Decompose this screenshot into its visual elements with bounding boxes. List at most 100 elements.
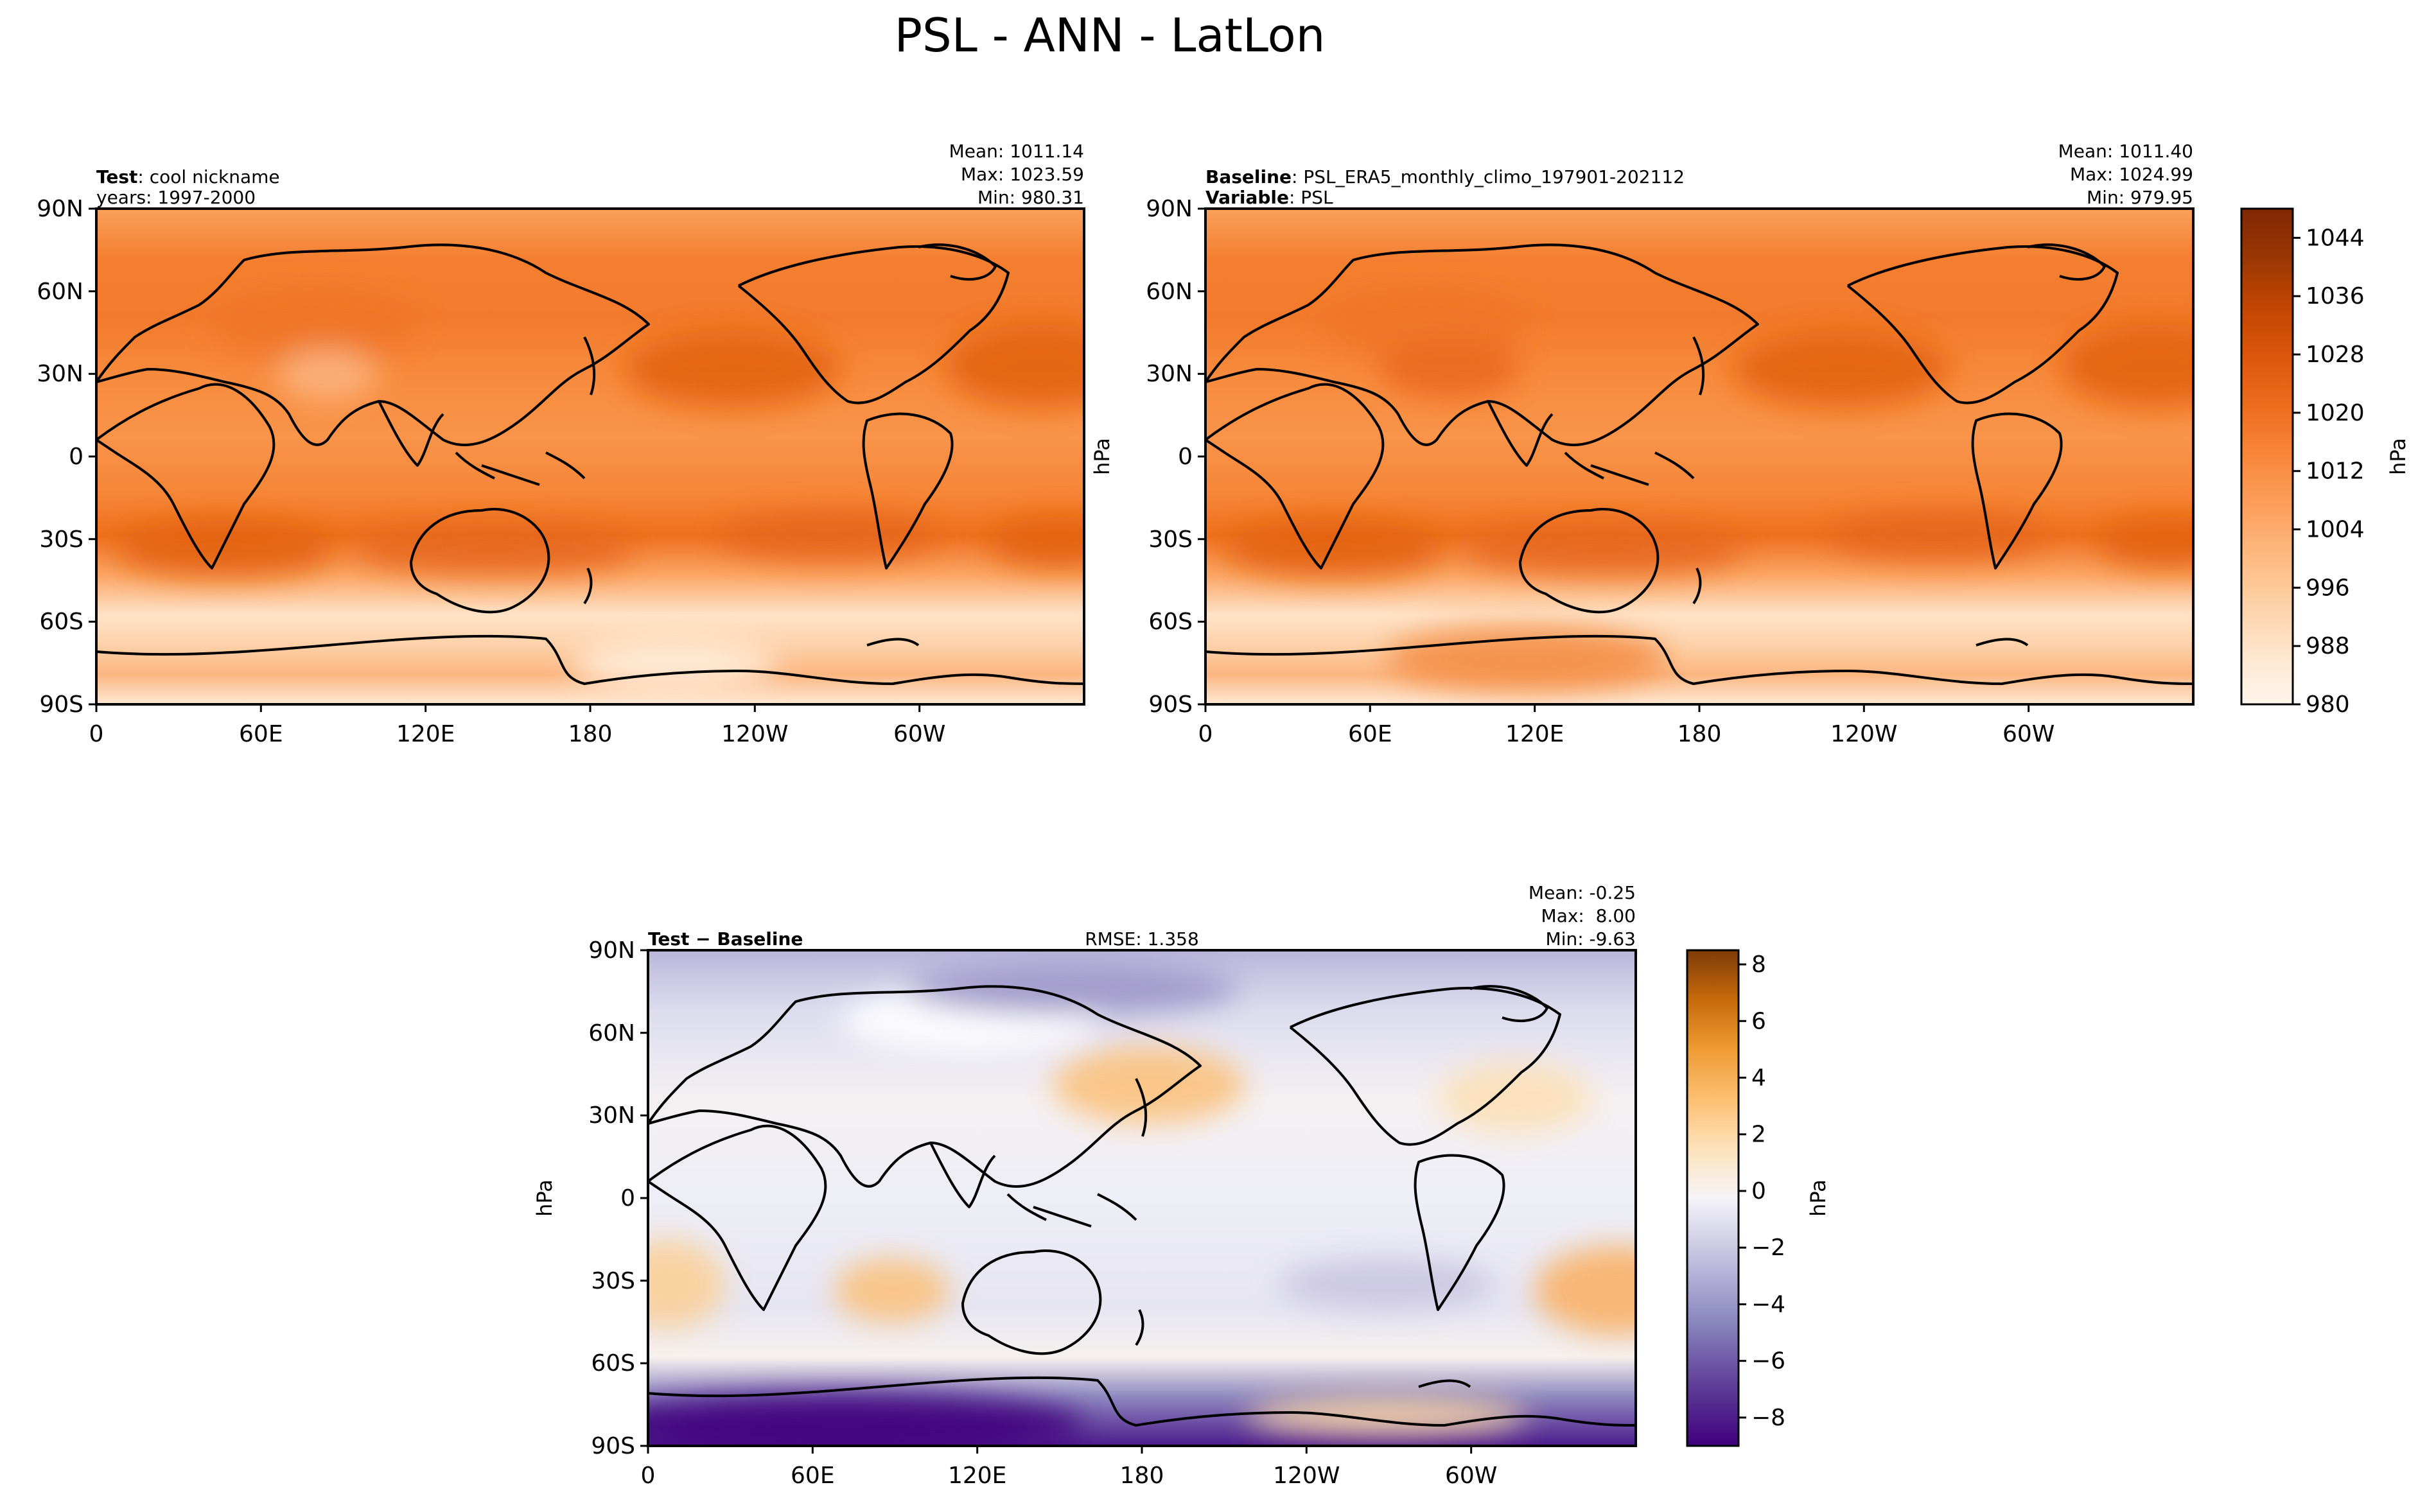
xtick-label: 120E (948, 1463, 1006, 1489)
xtick-label: 120W (721, 721, 788, 747)
xtick-label: 60W (893, 721, 945, 747)
colorbar-tick-label: 1028 (2306, 342, 2365, 368)
variable-label-text: : PSL (1289, 187, 1333, 208)
ytick-label: 90S (1148, 691, 1193, 718)
ytick-label: 60S (1148, 609, 1193, 635)
colorbar-tick-label: −6 (1751, 1348, 1785, 1375)
stat-max: Max: 1023.59 (961, 164, 1084, 185)
stat-mean: Mean: 1011.14 (949, 141, 1084, 162)
xtick-label: 0 (641, 1463, 656, 1489)
stat-min: Min: -9.63 (1546, 928, 1636, 950)
colorbar-psl-ramp (2240, 207, 2294, 706)
xtick-label: 120W (1830, 721, 1897, 747)
colorbar-diff-label: hPa (1806, 1179, 1830, 1217)
baseline-xticks: 0 60E 120E 180 120W 60W (1198, 704, 2055, 747)
xtick-label: 120W (1273, 1463, 1340, 1489)
test-yticks: 90N 60N 30N 0 30S 60S 90S (37, 196, 96, 718)
stat-min: Min: 979.95 (2087, 187, 2193, 208)
ytick-label: 60S (39, 609, 83, 635)
colorbar-psl-ticks: 980 988 996 1004 1012 1020 1028 1036 1044 (2293, 225, 2365, 718)
test-years: years: 1997-2000 (96, 187, 256, 208)
test-label-bold: Test (96, 166, 137, 187)
stat-max: Max: 8.00 (1541, 905, 1636, 926)
colorbar-tick-label: 980 (2306, 691, 2350, 718)
colorbar-tick-label: −8 (1751, 1405, 1785, 1431)
test-field (96, 209, 1084, 704)
variable-label-bold: Variable (1205, 187, 1289, 208)
panel-test: 90N 60N 30N 0 30S 60S 90S 0 60E 120E 180… (37, 141, 1085, 747)
ytick-label: 90S (591, 1433, 635, 1459)
ytick-label: 60S (591, 1350, 635, 1377)
xtick-label: 60W (2002, 721, 2055, 747)
baseline-label: Baseline: PSL_ERA5_monthly_climo_197901-… (1205, 166, 1685, 187)
ytick-label: 90N (37, 196, 83, 222)
colorbar-psl: 980 988 996 1004 1012 1020 1028 1036 1044 hPa (2240, 207, 2410, 718)
stat-mean: Mean: -0.25 (1529, 882, 1636, 903)
ytick-label: 30N (1146, 361, 1193, 387)
panel-baseline: 90N 60N 30N 0 30S 60S 90S hPa 0 60E 120E… (1090, 141, 2195, 747)
diff-ylabel: hPa (532, 1179, 557, 1217)
colorbar-diff: −8 −6 −4 −2 0 2 4 6 8 hPa (1686, 949, 1830, 1447)
baseline-yticks: 90N 60N 30N 0 30S 60S 90S (1146, 196, 1205, 718)
stat-min: Min: 980.31 (977, 187, 1084, 208)
colorbar-tick-label: 1044 (2306, 225, 2365, 251)
diff-field (648, 950, 1636, 1446)
baseline-ylabel: hPa (1090, 438, 1114, 475)
colorbar-tick-label: 1036 (2306, 283, 2365, 309)
colorbar-tick-label: 4 (1751, 1065, 1766, 1091)
colorbar-diff-ticks: −8 −6 −4 −2 0 2 4 6 8 (1739, 952, 1785, 1431)
test-label-text: : cool nickname (137, 166, 279, 187)
diff-yticks: 90N 60N 30N 0 30S 60S 90S (588, 937, 648, 1459)
xtick-label: 0 (89, 721, 104, 747)
variable-label: Variable: PSL (1205, 187, 1333, 208)
xtick-label: 60E (239, 721, 283, 747)
baseline-field (1205, 209, 2193, 704)
colorbar-tick-label: 1020 (2306, 400, 2365, 426)
diff-label: Test − Baseline (648, 928, 803, 950)
coastlines (1205, 243, 2193, 685)
ytick-label: 60N (588, 1020, 635, 1047)
ytick-label: 60N (37, 279, 83, 305)
colorbar-tick-label: 8 (1751, 952, 1766, 978)
xtick-label: 60E (791, 1463, 835, 1489)
colorbar-tick-label: 1012 (2306, 458, 2365, 485)
ytick-label: 30S (1148, 526, 1193, 553)
diff-stats: Mean: -0.25 Max: 8.00 Min: -9.63 (1529, 882, 1636, 950)
ytick-label: 30S (39, 526, 83, 553)
colorbar-tick-label: 0 (1751, 1178, 1766, 1204)
colorbar-tick-label: −4 (1751, 1291, 1785, 1317)
test-stats: Mean: 1011.14 Max: 1023.59 Min: 980.31 (949, 141, 1084, 208)
ytick-label: 60N (1146, 279, 1193, 305)
ytick-label: 90N (1146, 196, 1193, 222)
colorbar-psl-label: hPa (2386, 438, 2410, 475)
xtick-label: 120E (396, 721, 455, 747)
baseline-label-text: : PSL_ERA5_monthly_climo_197901-202112 (1292, 166, 1685, 187)
colorbar-tick-label: −2 (1751, 1235, 1785, 1261)
xtick-label: 0 (1198, 721, 1213, 747)
ytick-label: 0 (620, 1185, 635, 1212)
panel-difference: 90N 60N 30N 0 30S 60S 90S hPa 0 60E 120E… (532, 882, 1637, 1489)
xtick-label: 120E (1505, 721, 1564, 747)
colorbar-tick-label: 988 (2306, 633, 2350, 659)
baseline-stats: Mean: 1011.40 Max: 1024.99 Min: 979.95 (2058, 141, 2193, 208)
xtick-label: 180 (1120, 1463, 1164, 1489)
test-xticks: 0 60E 120E 180 120W 60W (89, 704, 945, 747)
ytick-label: 0 (1178, 444, 1193, 470)
diff-rmse: RMSE: 1.358 (1085, 928, 1199, 950)
test-label: Test: cool nickname (96, 166, 280, 187)
xtick-label: 60E (1348, 721, 1392, 747)
figure-title: PSL - ANN - LatLon (895, 8, 1326, 62)
colorbar-diff-ramp (1686, 949, 1740, 1447)
ytick-label: 30N (588, 1102, 635, 1129)
xtick-label: 60W (1445, 1463, 1497, 1489)
baseline-label-bold: Baseline (1205, 166, 1292, 187)
ytick-label: 90S (39, 691, 83, 718)
colorbar-tick-label: 1004 (2306, 517, 2365, 543)
xtick-label: 180 (568, 721, 613, 747)
diff-xticks: 0 60E 120E 180 120W 60W (641, 1446, 1497, 1489)
coastlines (648, 985, 1636, 1427)
colorbar-tick-label: 2 (1751, 1122, 1766, 1148)
stat-mean: Mean: 1011.40 (2058, 141, 2193, 162)
ytick-label: 30S (591, 1268, 635, 1294)
ytick-label: 30N (37, 361, 83, 387)
